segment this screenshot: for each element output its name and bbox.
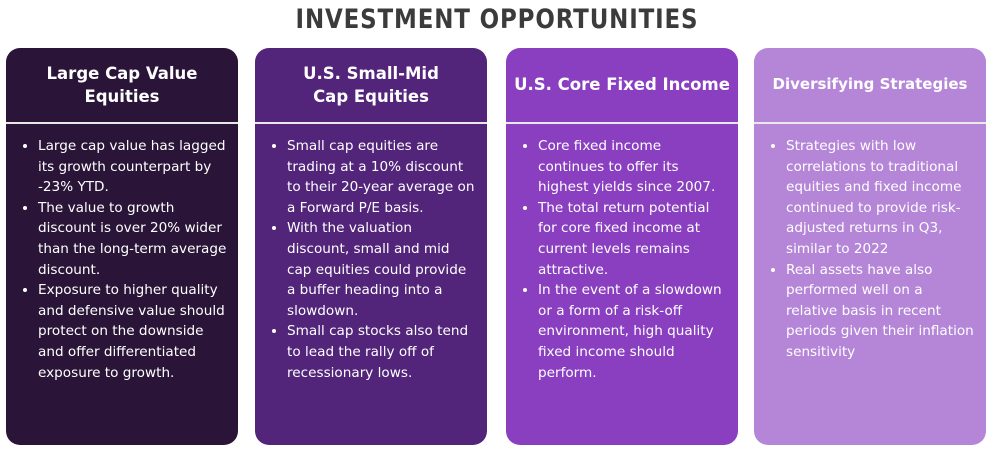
bullet: With the valuation discount, small and m… xyxy=(287,218,477,321)
card-heading: Diversifying Strategies xyxy=(772,75,968,93)
card-core-fixed-income: U.S. Core Fixed Income Core fixed income… xyxy=(506,48,738,445)
bullet: The total return potential for core fixe… xyxy=(538,198,728,280)
bullet: Exposure to higher quality and defensive… xyxy=(38,280,228,383)
bullet: The value to growth discount is over 20%… xyxy=(38,198,228,280)
divider xyxy=(506,122,738,124)
card-large-cap-value: Large Cap Value Equities Large cap value… xyxy=(6,48,238,445)
card-heading: U.S. Core Fixed Income xyxy=(514,75,730,94)
card-small-mid-cap: U.S. Small-Mid Cap Equities Small cap eq… xyxy=(255,48,487,445)
divider xyxy=(6,122,238,124)
divider xyxy=(255,122,487,124)
card-heading: Large Cap Value Equities xyxy=(46,63,198,106)
bullet: Small cap equities are trading at a 10% … xyxy=(287,136,477,218)
bullet: Core fixed income continues to offer its… xyxy=(538,136,728,198)
card-diversifying-strategies: Diversifying Strategies Strategies with … xyxy=(754,48,986,445)
page-title: INVESTMENT OPPORTUNITIES xyxy=(295,4,699,35)
card-heading-text: U.S. Small-Mid Cap Equities xyxy=(303,63,439,106)
bullet: Real assets have also performed well on … xyxy=(786,260,976,363)
bullet: Small cap stocks also tend to lead the r… xyxy=(287,321,477,383)
bullet: Strategies with low correlations to trad… xyxy=(786,136,976,260)
divider xyxy=(754,122,986,124)
card-heading: U.S. Small-Mid Cap Equities xyxy=(255,48,487,121)
bullet: In the event of a slowdown or a form of … xyxy=(538,280,728,383)
bullet: Large cap value has lagged its growth co… xyxy=(38,136,228,198)
